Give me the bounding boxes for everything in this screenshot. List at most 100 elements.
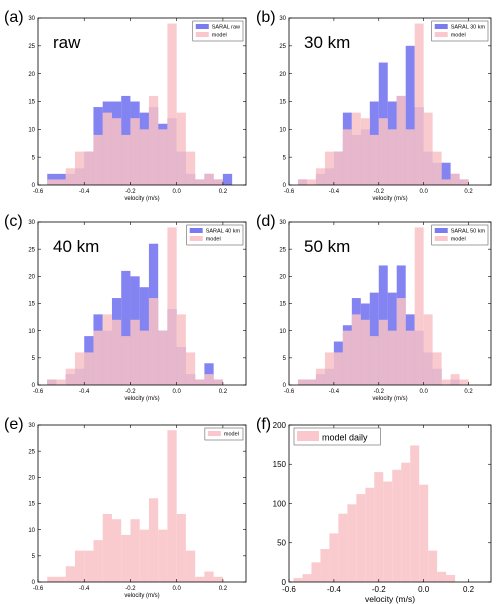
legend-swatch — [297, 431, 319, 441]
x-tick-label: 0.0 — [172, 389, 181, 395]
x-axis-label: velocity (m/s) — [365, 594, 415, 604]
bar — [139, 330, 149, 385]
bar — [213, 379, 223, 385]
x-axis-label: velocity (m/s) — [124, 593, 159, 599]
y-tick-label: 25 — [28, 247, 35, 253]
bar — [324, 151, 334, 185]
panel-annotation: 50 km — [304, 237, 350, 256]
bar — [297, 179, 307, 185]
bar — [351, 112, 361, 185]
y-tick-label: 10 — [279, 329, 286, 335]
y-tick-label: 15 — [28, 302, 35, 308]
y-tick-label: 20 — [28, 475, 35, 481]
legend: SARAL 50 km model — [431, 224, 489, 246]
y-tick-label: 10 — [28, 528, 35, 534]
y-tick-label: 10 — [28, 329, 35, 335]
bar — [65, 168, 75, 185]
bar — [47, 179, 57, 185]
y-tick-label: 20 — [28, 274, 35, 280]
x-tick-label: -0.2 — [372, 585, 386, 594]
legend-swatch — [189, 236, 203, 241]
bar — [315, 168, 325, 185]
x-tick-label: -0.2 — [374, 189, 385, 195]
bar — [158, 529, 168, 582]
bar — [342, 129, 352, 185]
y-tick-label: 5 — [283, 155, 287, 161]
panel-d: -0.6 -0.4 -0.2 0.0 0.2 0 5 10 15 20 25 30 velocity (… — [256, 213, 492, 402]
bar — [167, 23, 177, 185]
bar — [65, 368, 75, 385]
x-axis-label: velocity (m/s) — [124, 196, 159, 202]
legend-label: SARAL 30 km — [451, 25, 486, 31]
legend-swatch — [434, 236, 448, 241]
legend-swatch — [434, 24, 448, 29]
bar — [333, 151, 343, 185]
x-axis-label: velocity (m/s) — [372, 396, 407, 402]
bar — [441, 179, 451, 185]
bar — [139, 529, 149, 582]
legend-swatch — [195, 32, 209, 37]
bar — [148, 95, 159, 185]
x-tick-label: 0.0 — [419, 189, 428, 195]
bar — [320, 549, 330, 582]
x-tick-label: -0.6 — [33, 389, 44, 395]
y-tick-label: 15 — [28, 502, 35, 508]
x-tick-label: 0.0 — [419, 389, 428, 395]
panel-label: (f) — [256, 416, 271, 433]
bar — [423, 112, 433, 185]
legend-label: SARAL raw — [212, 25, 240, 31]
x-tick-label: -0.4 — [79, 586, 90, 592]
legend: SARAL raw model — [192, 20, 244, 42]
bar — [446, 574, 456, 582]
bar — [369, 336, 379, 385]
x-tick-label: -0.2 — [374, 389, 385, 395]
bar — [378, 319, 388, 385]
bar — [65, 566, 75, 582]
bar — [450, 173, 460, 185]
bar — [176, 314, 186, 385]
y-tick-label: 0 — [283, 183, 287, 189]
x-tick-label: 0.2 — [219, 586, 228, 592]
x-tick-label: -0.6 — [284, 189, 295, 195]
x-tick-label: 0.2 — [219, 189, 228, 195]
y-tick-label: 15 — [279, 302, 286, 308]
bar — [396, 298, 406, 385]
bar — [158, 129, 168, 185]
bar — [111, 519, 122, 582]
bar — [392, 469, 402, 582]
panel-a: -0.6 -0.4 -0.2 0.0 0.2 0 5 10 15 20 25 30 velocity (… — [4, 9, 247, 202]
bar — [405, 330, 415, 385]
bar — [158, 330, 168, 385]
legend-label: SARAL 50 km — [451, 229, 486, 235]
bar — [396, 95, 406, 185]
bar — [315, 368, 325, 385]
legend-swatch — [434, 228, 448, 233]
series-2 — [47, 227, 223, 385]
x-tick-label: 0.2 — [463, 585, 475, 594]
y-tick-label: 25 — [279, 44, 286, 50]
x-tick-label: -0.6 — [33, 189, 44, 195]
series-2 — [47, 23, 223, 185]
y-tick-label: 0 — [283, 383, 287, 389]
x-tick-label: -0.4 — [329, 189, 340, 195]
bar — [102, 513, 112, 582]
bar — [195, 379, 205, 385]
legend-label: model — [451, 237, 466, 243]
series-2 — [297, 227, 469, 385]
bar — [185, 151, 196, 185]
bar — [405, 129, 415, 185]
bar — [333, 352, 343, 385]
bar — [121, 270, 131, 385]
y-tick-label: 30 — [28, 16, 35, 22]
bar — [121, 336, 131, 385]
bar — [387, 330, 397, 385]
bar — [441, 162, 451, 185]
bar — [195, 179, 205, 185]
panel-c: -0.6 -0.4 -0.2 0.0 0.2 0 5 10 15 20 25 30 velocity (… — [4, 213, 247, 402]
y-tick-label: 30 — [279, 16, 286, 22]
bar — [459, 379, 469, 385]
legend-label: model — [212, 33, 227, 39]
bar — [401, 462, 411, 582]
bar — [347, 504, 357, 582]
y-tick-label: 30 — [279, 220, 286, 226]
